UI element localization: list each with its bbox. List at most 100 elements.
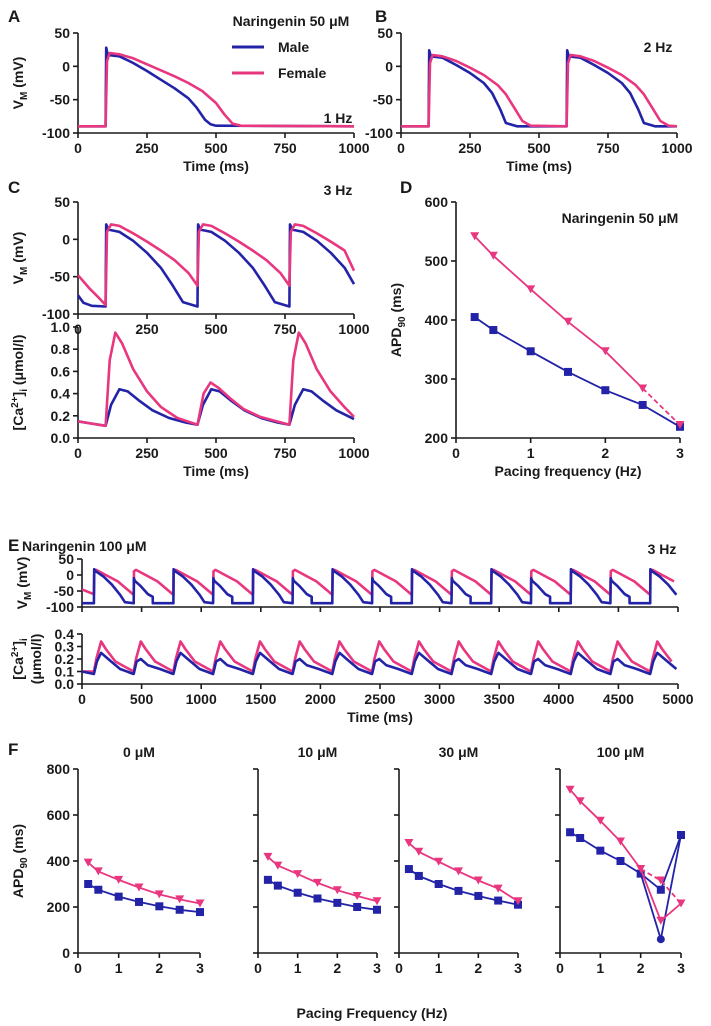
- y-tick-label: 0: [62, 58, 70, 74]
- figure-x-label: Pacing Frequency (Hz): [297, 1005, 448, 1021]
- y-tick-label: 0.2: [51, 408, 71, 424]
- chart-panel-f-10: 0 1 2 3 10 μM: [253, 744, 382, 976]
- data-point-square: [196, 908, 204, 917]
- x-tick-label: 1: [435, 960, 443, 976]
- y-tick-label: 0.4: [51, 386, 71, 402]
- x-tick-label: 5000: [662, 691, 693, 707]
- y-tick-label: 0.3: [55, 639, 75, 655]
- data-point-triangle: [513, 897, 523, 906]
- data-point-square: [489, 326, 498, 335]
- y-axis-label: VM (mV): [10, 57, 30, 110]
- data-point-triangle: [565, 785, 575, 794]
- y-tick-label: 1.0: [51, 319, 71, 335]
- chart-panel-f-0: 0 200 400 600 800 0 1 2 3 APD90 (ms) F 0 μM: [8, 740, 205, 976]
- y-tick-label: 400: [425, 312, 449, 328]
- data-point-triangle: [195, 899, 205, 908]
- y-tick-label: 0.1: [55, 664, 75, 680]
- series-line-female: [78, 51, 355, 128]
- data-point-triangle: [656, 876, 666, 885]
- series-line-male: [78, 46, 355, 128]
- y-tick-label: 50: [377, 25, 393, 41]
- data-point-square: [293, 888, 302, 897]
- x-tick-label: 0: [74, 960, 82, 976]
- x-tick-label: 2: [637, 960, 645, 976]
- x-tick-label: 250: [135, 140, 159, 156]
- chart-panel-c-ca: 0.0 0.2 0.4 0.6 0.8 1.0 0 250 500 750 1000 Time (ms…: [10, 319, 370, 479]
- x-tick-label: 3: [677, 960, 685, 976]
- x-tick-label: 0: [397, 140, 405, 156]
- data-point-triangle: [352, 891, 362, 900]
- chart-title: 30 μM: [439, 744, 479, 760]
- panel-label: C: [8, 178, 20, 197]
- y-tick-label: -50: [50, 269, 70, 285]
- y-tick-label: -100: [42, 306, 70, 322]
- data-point-square: [114, 892, 123, 901]
- data-point-triangle: [332, 886, 342, 895]
- y-tick-label: -50: [373, 92, 393, 108]
- data-point-triangle: [656, 916, 666, 925]
- x-tick-label: 250: [458, 140, 482, 156]
- data-point-triangle: [273, 861, 283, 870]
- data-point-square: [656, 885, 665, 894]
- y-tick-label: 50: [58, 551, 74, 567]
- x-tick-label: 1000: [338, 321, 369, 337]
- data-point-square: [596, 846, 605, 855]
- y-tick-label: 200: [47, 899, 71, 915]
- data-point-triangle: [372, 897, 382, 906]
- chart-panel-e-ca: 0.00.10.20.30.4 0 500 1000 1500 2000 2500 3000 3…: [10, 626, 694, 725]
- data-point-triangle: [263, 852, 273, 861]
- x-tick-label: 3000: [424, 691, 455, 707]
- data-point-square: [273, 881, 282, 890]
- series-line-female: [569, 789, 682, 922]
- data-point-square: [638, 400, 647, 409]
- data-point-triangle: [675, 421, 685, 430]
- x-tick-label: 500: [204, 321, 228, 337]
- chart-title: 100 μM: [597, 744, 644, 760]
- x-tick-label: 750: [273, 140, 297, 156]
- data-point-triangle: [595, 816, 605, 825]
- x-tick-label: 3: [676, 445, 684, 461]
- data-point-square: [353, 903, 362, 911]
- series-line-female: [87, 861, 201, 905]
- chart-panel-d: 200 300 400 500 600 0 1 2 3 Pacing frequency (Hz)…: [388, 178, 685, 479]
- data-point-square: [566, 828, 575, 837]
- chart-panel-f-100: 0 1 2 3 100 μM: [555, 744, 686, 976]
- x-tick-label: 500: [527, 140, 551, 156]
- data-point-square: [263, 875, 272, 884]
- data-point-triangle: [473, 876, 483, 885]
- data-point-square: [526, 347, 535, 356]
- frequency-annotation: 3 Hz: [648, 541, 677, 557]
- x-tick-label: 3: [196, 960, 204, 976]
- data-point-triangle: [134, 883, 144, 892]
- series-alt-line-female: [640, 868, 682, 905]
- y-axis-label: [Ca2+]i(μmol/l): [10, 634, 44, 685]
- data-point-triangle: [638, 384, 648, 393]
- data-point-triangle: [676, 899, 686, 908]
- data-point-triangle: [454, 867, 463, 876]
- x-tick-label: 500: [130, 691, 154, 707]
- data-point-square: [454, 886, 463, 895]
- x-axis-label: Pacing frequency (Hz): [494, 463, 641, 479]
- chart-title: Naringenin 100 μM: [22, 538, 146, 554]
- x-tick-label: 0: [452, 445, 460, 461]
- x-tick-label: 750: [273, 321, 297, 337]
- x-tick-label: 1000: [186, 691, 217, 707]
- data-point-triangle: [414, 847, 424, 856]
- y-axis-label: APD90 (ms): [388, 283, 408, 357]
- x-tick-label: 0: [78, 691, 86, 707]
- series-line-female: [267, 856, 378, 903]
- data-point-square: [333, 898, 342, 907]
- x-tick-label: 0: [254, 960, 262, 976]
- series-line-female: [77, 223, 356, 307]
- y-axis-label: VM (mV): [10, 232, 30, 285]
- data-point-triangle: [83, 858, 93, 867]
- data-point-square: [576, 834, 585, 842]
- data-point-triangle: [636, 865, 646, 874]
- y-tick-label: 0.4: [55, 626, 75, 642]
- y-axis-label: [Ca2+]i (μmol/l): [10, 335, 30, 431]
- y-tick-label: 500: [425, 253, 449, 269]
- y-tick-label: 200: [425, 430, 449, 446]
- data-point-triangle: [434, 857, 444, 866]
